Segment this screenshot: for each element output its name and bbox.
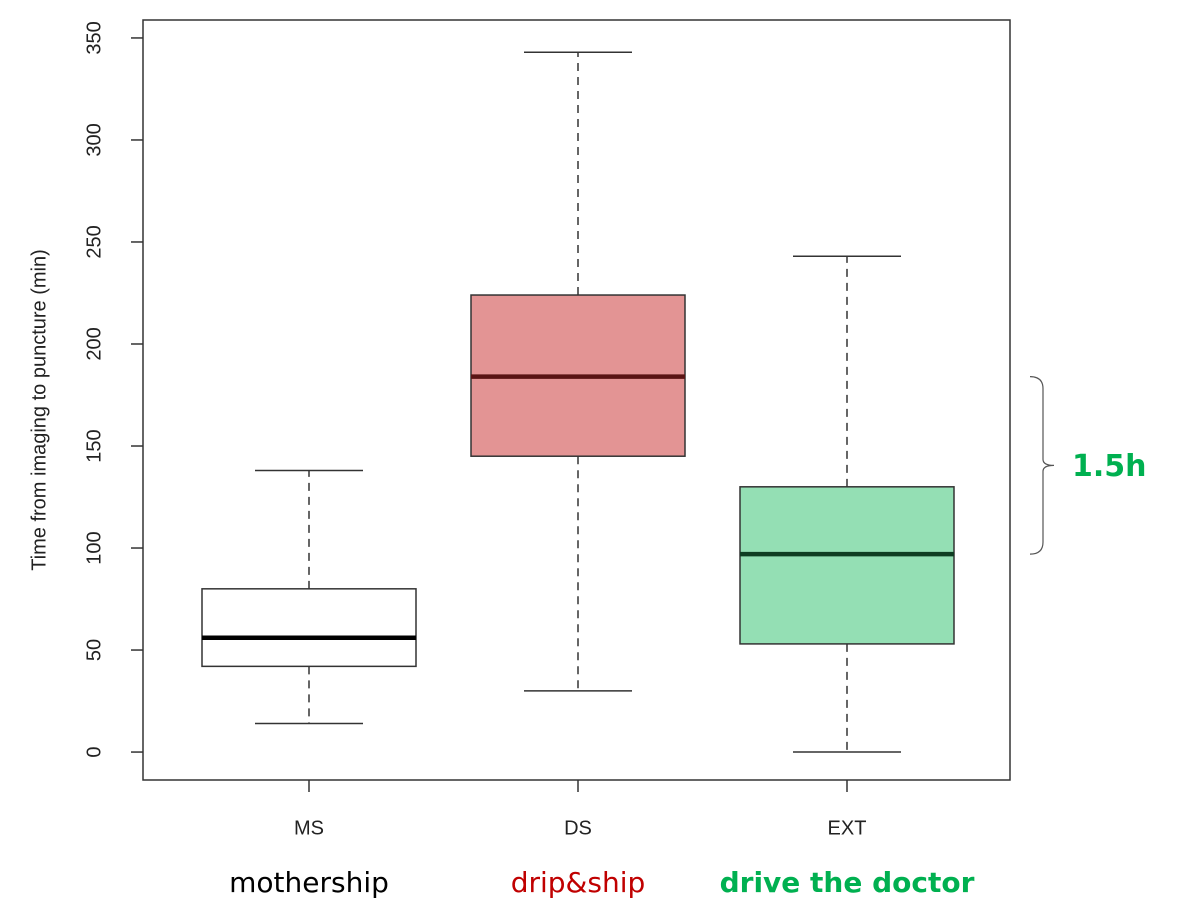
y-tick-label: 0 bbox=[83, 746, 105, 757]
y-tick-label: 150 bbox=[83, 429, 105, 462]
y-tick-label: 200 bbox=[83, 327, 105, 360]
plot-frame bbox=[142, 19, 1011, 781]
box bbox=[201, 588, 417, 668]
annotation: 1.5h bbox=[1072, 449, 1147, 484]
sub-label: mothership bbox=[229, 866, 389, 899]
sub-label: drive the doctor bbox=[720, 866, 975, 899]
x-tick-label: EXT bbox=[828, 817, 867, 839]
x-tick-label: DS bbox=[564, 817, 592, 839]
y-tick-label: 50 bbox=[83, 639, 105, 661]
x-tick-label: MS bbox=[294, 817, 324, 839]
y-tick-label: 100 bbox=[83, 531, 105, 564]
box bbox=[739, 486, 955, 645]
bracket bbox=[1029, 376, 1055, 555]
y-axis-label: Time from imaging to puncture (min) bbox=[28, 249, 50, 571]
y-tick-label: 250 bbox=[83, 225, 105, 258]
y-tick-label: 300 bbox=[83, 123, 105, 156]
sub-label: drip&ship bbox=[511, 866, 646, 899]
y-tick-label: 350 bbox=[83, 21, 105, 54]
